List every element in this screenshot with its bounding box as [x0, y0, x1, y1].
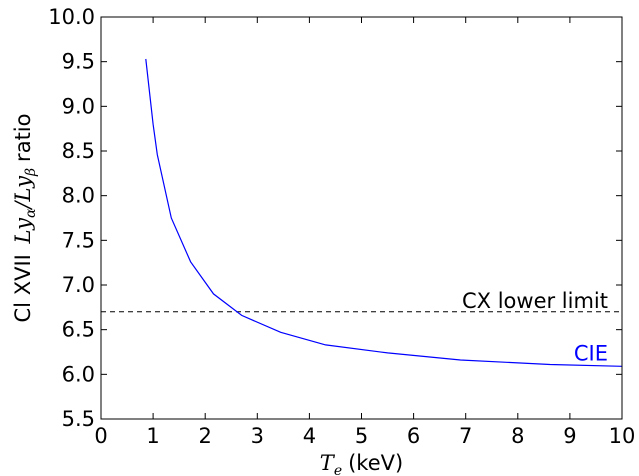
y-tick-label: 7.5: [62, 228, 95, 252]
x-axis-ticks: 0 1 2 3 4 5 6 7 8 9 10: [94, 17, 635, 448]
y-tick-label: 8.0: [62, 184, 95, 208]
x-tick-label: 6: [407, 424, 420, 448]
x-axis-subscript: e: [334, 463, 342, 476]
y-axis-ticks: 5.5 6.0 6.5 7.0 7.5 8.0 8.5 9.0 9.5 10.0: [48, 5, 622, 431]
cx-limit-label: CX lower limit: [462, 289, 608, 313]
y-axis-den-symbol: Ly: [11, 175, 35, 203]
y-tick-label: 5.5: [62, 407, 95, 431]
y-axis-num-sub: α: [23, 208, 39, 218]
y-axis-prefix: Cl XVII: [11, 254, 35, 322]
cie-series-label: CIE: [574, 341, 608, 365]
y-tick-label: 9.0: [62, 94, 95, 118]
y-tick-label: 7.0: [62, 273, 95, 297]
y-axis-slash: /: [11, 200, 35, 211]
x-tick-label: 9: [563, 424, 576, 448]
y-axis-num-symbol: Ly: [11, 217, 35, 245]
y-tick-label: 6.0: [62, 362, 95, 386]
cie-series-line: [145, 58, 623, 367]
annotations: CX lower limit CIE: [462, 289, 608, 365]
x-axis-label: Te (keV): [320, 451, 403, 476]
x-tick-label: 10: [609, 424, 636, 448]
y-axis-suffix: ratio: [11, 114, 35, 162]
y-tick-label: 8.5: [62, 139, 95, 163]
y-tick-label: 9.5: [62, 50, 95, 74]
x-tick-label: 5: [355, 424, 368, 448]
x-axis-symbol: T: [320, 451, 336, 475]
x-tick-label: 7: [459, 424, 472, 448]
x-tick-label: 4: [303, 424, 316, 448]
x-tick-label: 1: [146, 424, 159, 448]
y-axis-den-sub: β: [23, 168, 39, 177]
x-tick-label: 2: [199, 424, 212, 448]
x-tick-label: 3: [251, 424, 264, 448]
y-axis-label: Cl XVII Lyα/Lyβratio: [11, 114, 39, 323]
y-tick-label: 10.0: [48, 5, 95, 29]
x-tick-label: 8: [511, 424, 524, 448]
y-tick-label: 6.5: [62, 318, 95, 342]
plot-frame: [100, 16, 623, 420]
plot-lines: [101, 58, 623, 367]
x-axis-unit: (keV): [348, 451, 403, 475]
x-tick-label: 0: [94, 424, 107, 448]
